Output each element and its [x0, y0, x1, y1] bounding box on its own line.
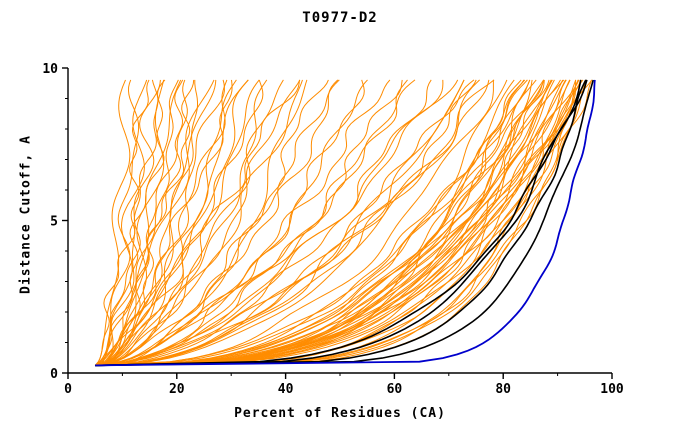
curve-predicted-models — [95, 79, 339, 366]
curve-predicted-models — [94, 79, 188, 366]
curve-predicted-models — [100, 79, 249, 366]
curve-predicted-models — [100, 79, 495, 366]
curve-predicted-models — [100, 79, 195, 366]
curve-predicted-models — [100, 79, 365, 366]
curve-predicted-models — [95, 79, 580, 366]
curve-predicted-models — [100, 79, 465, 366]
curve-highlighted-models-black — [95, 79, 594, 367]
curve-predicted-models — [100, 79, 215, 366]
x-tick-label: 0 — [64, 382, 72, 397]
curve-predicted-models — [95, 79, 579, 366]
curve-predicted-models — [94, 79, 300, 366]
curve-predicted-models — [95, 79, 593, 366]
curve-predicted-models — [100, 79, 391, 366]
curve-predicted-models — [95, 79, 403, 366]
curve-predicted-models — [95, 79, 368, 366]
curve-predicted-models — [100, 79, 531, 366]
curve-predicted-models — [95, 79, 329, 366]
y-tick-label: 0 — [50, 367, 58, 382]
curve-predicted-models — [95, 79, 301, 366]
x-axis-label: Percent of Residues (CA) — [234, 406, 446, 421]
curve-predicted-models — [100, 79, 545, 366]
curve-predicted-models — [100, 79, 166, 366]
curve-predicted-models — [95, 79, 555, 366]
curve-predicted-models — [100, 79, 526, 366]
curve-predicted-models — [94, 79, 150, 366]
curve-predicted-models — [95, 79, 475, 366]
curve-predicted-models — [95, 79, 225, 366]
curve-highlighted-models-black — [95, 79, 587, 367]
curve-predicted-models — [100, 79, 179, 366]
curve-predicted-models — [100, 79, 567, 366]
chart-title: T0977-D2 — [302, 10, 378, 26]
curve-predicted-models — [100, 79, 459, 366]
x-tick-label: 100 — [600, 382, 624, 397]
curve-best-model-blue — [95, 79, 596, 367]
curve-predicted-models — [100, 79, 565, 366]
curve-predicted-models — [95, 79, 550, 366]
y-tick-label: 10 — [42, 62, 58, 77]
curve-highlighted-models-black — [95, 79, 588, 367]
curve-predicted-models — [100, 79, 140, 366]
curve-predicted-models — [95, 79, 561, 366]
x-tick-label: 60 — [387, 382, 403, 397]
curve-predicted-models — [100, 79, 494, 366]
curve-predicted-models — [94, 79, 233, 366]
curve-predicted-models — [105, 79, 264, 366]
curve-predicted-models — [100, 79, 432, 366]
curve-predicted-models — [100, 79, 553, 366]
curve-predicted-models — [100, 79, 545, 366]
curve-predicted-models — [95, 79, 586, 366]
curve-predicted-models — [95, 79, 490, 366]
curve-predicted-models — [95, 79, 525, 366]
x-tick-label: 80 — [495, 382, 511, 397]
curve-predicted-models — [94, 79, 131, 366]
curve-predicted-models — [95, 79, 249, 366]
y-tick-label: 5 — [50, 215, 58, 230]
x-tick-label: 40 — [278, 382, 294, 397]
curve-predicted-models — [95, 79, 564, 366]
curve-predicted-models — [95, 79, 268, 366]
curve-predicted-models — [95, 79, 508, 366]
curve-predicted-models — [100, 79, 284, 366]
curve-predicted-models — [95, 79, 545, 366]
curve-predicted-models — [95, 79, 531, 366]
curve-predicted-models — [95, 79, 416, 366]
curve-predicted-models — [100, 79, 567, 366]
x-tick-label: 20 — [169, 382, 185, 397]
curve-predicted-models — [100, 79, 260, 366]
curve-predicted-models — [105, 79, 165, 366]
curve-predicted-models — [100, 79, 552, 366]
